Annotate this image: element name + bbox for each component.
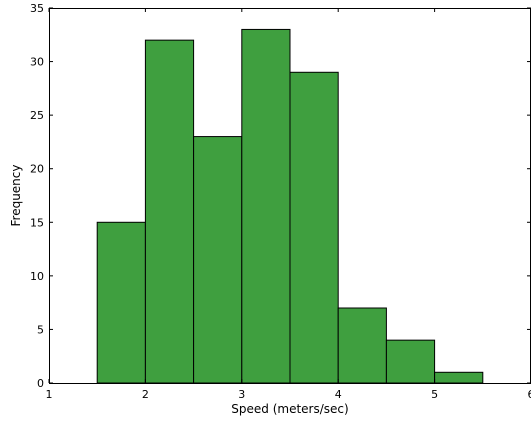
x-tick-label-4: 4 <box>335 388 342 401</box>
histogram-bar-4 <box>241 28 291 384</box>
histogram-bar-6 <box>337 307 387 384</box>
y-tick-label-10: 10 <box>30 270 44 283</box>
histogram-bar-7 <box>385 339 436 384</box>
y-tick-label-25: 25 <box>30 109 44 122</box>
y-tick-label-15: 15 <box>30 216 44 229</box>
y-axis-label: Frequency <box>9 165 23 227</box>
histogram-bar-5 <box>289 71 339 384</box>
y-tick-label-0: 0 <box>37 377 44 390</box>
x-tick-label-6: 6 <box>528 388 531 401</box>
x-tick-label-1: 1 <box>46 388 53 401</box>
histogram-bar-3 <box>193 136 243 384</box>
y-tick-label-20: 20 <box>30 163 44 176</box>
y-tick-label-30: 30 <box>30 56 44 69</box>
histogram-bar-1 <box>96 221 146 384</box>
y-tick-label-35: 35 <box>30 2 44 15</box>
x-tick-label-5: 5 <box>431 388 438 401</box>
y-tick-label-5: 5 <box>37 323 44 336</box>
histogram-bar-2 <box>144 39 195 384</box>
x-tick-label-2: 2 <box>142 388 149 401</box>
histogram-bar-8 <box>434 371 484 384</box>
x-tick-label-3: 3 <box>238 388 245 401</box>
bars-layer <box>96 28 484 384</box>
x-axis-label: Speed (meters/sec) <box>231 402 348 416</box>
ticks-layer: 1 2 3 4 5 6 0 5 10 15 20 25 30 35 <box>30 2 531 401</box>
